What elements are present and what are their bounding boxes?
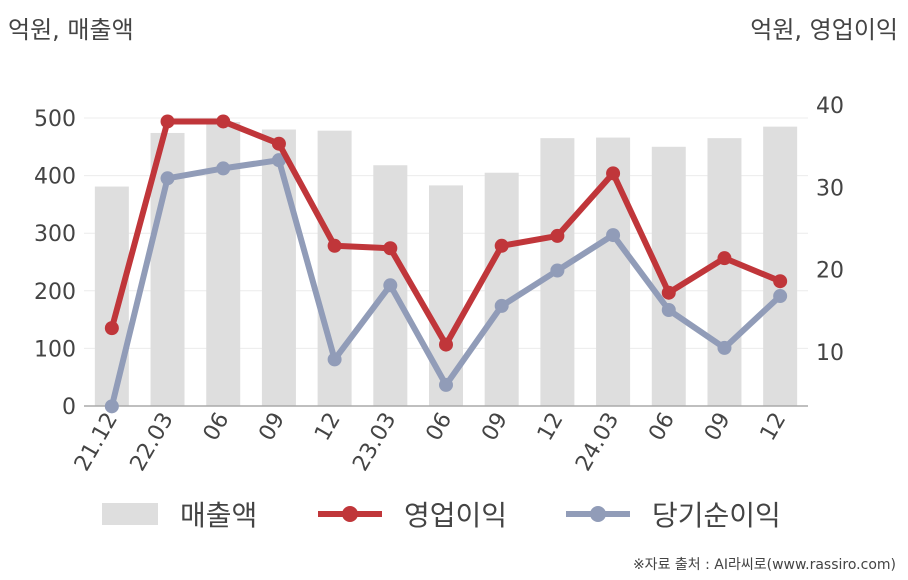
left-y-tick-label: 300 (34, 222, 76, 247)
point-operating (271, 136, 286, 151)
point-operating (327, 238, 342, 253)
point-net (439, 377, 453, 392)
point-operating (494, 238, 509, 253)
point-operating (606, 166, 621, 181)
x-tick-label: 21.12 (70, 409, 123, 476)
legend-item-revenue: 매출액 (102, 492, 257, 536)
combo-chart: 0 100 200 300 400 500 10 20 30 40 21.12 22.03 06 09… (34, 94, 844, 476)
left-y-tick-label: 0 (62, 395, 76, 420)
legend-label-net: 당기순이익 (652, 499, 781, 532)
right-y-ticks: 10 20 30 40 (816, 94, 844, 366)
legend: 매출액 영업이익 당기순이익 (0, 492, 908, 536)
revenue-bars (94, 122, 798, 407)
point-operating (104, 321, 119, 336)
point-net (494, 298, 509, 313)
legend-item-net: 당기순이익 (566, 492, 781, 536)
revenue-bar (94, 186, 129, 406)
revenue-bar (261, 129, 296, 406)
left-y-tick-label: 400 (34, 165, 76, 190)
revenue-bar (651, 146, 686, 407)
point-operating (216, 114, 231, 129)
point-net (383, 278, 398, 293)
point-net (661, 303, 676, 318)
legend-line-swatch-net (566, 503, 630, 525)
x-tick-label: 06 (644, 409, 680, 446)
left-y-tick-label: 100 (34, 337, 76, 362)
left-y-tick-label: 200 (34, 280, 76, 305)
x-tick-label: 24.03 (571, 409, 624, 476)
x-tick-label: 06 (422, 409, 458, 446)
revenue-bar (707, 138, 742, 406)
x-tick-label: 12 (310, 409, 346, 446)
right-y-tick-label: 20 (816, 259, 844, 284)
legend-label-revenue: 매출액 (180, 499, 258, 532)
point-operating (160, 114, 175, 129)
point-net (717, 340, 732, 355)
point-operating (717, 251, 732, 266)
right-axis-unit: 억원, 영업이익 (750, 16, 898, 44)
point-net (216, 161, 231, 176)
legend-label-operating: 영업이익 (404, 499, 508, 532)
x-tick-label: 12 (756, 409, 792, 446)
revenue-bar (484, 172, 519, 406)
point-operating (550, 228, 565, 243)
point-operating (773, 274, 788, 289)
x-tick-label: 09 (477, 409, 513, 446)
point-operating (661, 285, 676, 300)
point-operating (383, 241, 398, 256)
left-axis-unit: 억원, 매출액 (8, 16, 134, 44)
x-tick-label: 23.03 (348, 409, 401, 476)
point-net (160, 171, 175, 186)
x-tick-label: 09 (700, 409, 736, 446)
x-tick-label: 12 (533, 409, 569, 446)
revenue-bar (763, 126, 798, 406)
point-net (773, 289, 788, 304)
right-y-tick-label: 40 (816, 94, 844, 119)
right-y-tick-label: 10 (816, 341, 844, 366)
point-net (606, 228, 621, 243)
left-y-tick-label: 500 (34, 107, 76, 132)
x-tick-label: 06 (199, 409, 235, 446)
legend-line-swatch-operating (318, 503, 382, 525)
point-net (271, 153, 286, 168)
point-net (550, 263, 565, 278)
x-tick-label: 22.03 (126, 409, 179, 476)
point-operating (439, 337, 453, 352)
x-tick-label: 09 (254, 409, 290, 446)
left-y-ticks: 0 100 200 300 400 500 (34, 107, 76, 420)
legend-bar-swatch (102, 503, 158, 525)
point-net (327, 352, 342, 367)
source-note: ※자료 출처 : AI라씨로(www.rassiro.com) (632, 557, 896, 573)
legend-item-operating: 영업이익 (318, 492, 507, 536)
right-y-tick-label: 30 (816, 176, 844, 201)
x-tick-labels: 21.12 22.03 06 09 12 23.03 06 09 12 24.03 06 09 12 (70, 409, 791, 476)
point-net (104, 399, 119, 414)
series-lines (104, 114, 788, 414)
